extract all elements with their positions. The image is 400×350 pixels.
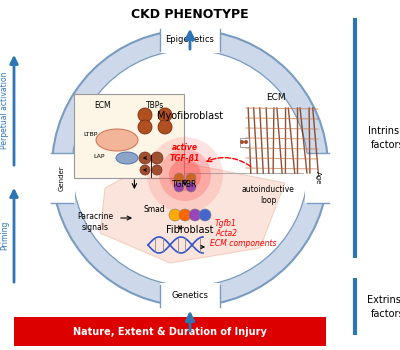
Circle shape (139, 152, 151, 164)
Circle shape (244, 140, 248, 144)
Circle shape (169, 159, 201, 191)
Text: Genetics: Genetics (172, 292, 208, 301)
Text: Smad: Smad (143, 205, 165, 215)
FancyBboxPatch shape (14, 317, 326, 346)
Ellipse shape (96, 129, 138, 151)
FancyBboxPatch shape (305, 153, 331, 203)
Circle shape (158, 108, 172, 122)
FancyBboxPatch shape (160, 283, 220, 309)
Text: ECM components: ECM components (210, 238, 276, 247)
Circle shape (158, 120, 172, 134)
Circle shape (159, 149, 211, 201)
Text: Tgfb1: Tgfb1 (215, 218, 237, 228)
Text: CKD PHENOTYPE: CKD PHENOTYPE (131, 8, 249, 21)
Circle shape (199, 209, 211, 221)
Text: LAP: LAP (93, 154, 104, 160)
Text: ECM: ECM (266, 93, 286, 103)
Circle shape (52, 30, 328, 306)
Text: Paracrine
signals: Paracrine signals (77, 212, 113, 232)
Text: active
TGF-β1: active TGF-β1 (170, 143, 200, 163)
Text: Myofibroblast: Myofibroblast (157, 111, 223, 121)
Text: autoinductive
loop: autoinductive loop (242, 185, 294, 205)
Text: LTBP: LTBP (83, 133, 97, 138)
Circle shape (140, 165, 150, 175)
Circle shape (152, 165, 162, 175)
Ellipse shape (116, 152, 138, 164)
Circle shape (169, 209, 181, 221)
Text: Age: Age (315, 171, 321, 185)
Text: Priming: Priming (0, 220, 10, 250)
FancyBboxPatch shape (74, 94, 184, 178)
Text: Nature, Extent & Duration of Injury: Nature, Extent & Duration of Injury (73, 327, 267, 337)
Circle shape (179, 209, 191, 221)
Text: TBPs: TBPs (146, 100, 164, 110)
Text: Epigenetics: Epigenetics (166, 35, 214, 44)
Text: ECM: ECM (95, 100, 111, 110)
Circle shape (151, 152, 163, 164)
Text: TGFBR: TGFBR (172, 180, 198, 189)
Circle shape (186, 182, 196, 192)
FancyBboxPatch shape (160, 27, 220, 53)
Circle shape (138, 108, 152, 122)
Text: Acta2: Acta2 (215, 229, 237, 238)
FancyBboxPatch shape (240, 138, 248, 147)
Text: Perpetual activation: Perpetual activation (0, 71, 10, 149)
Text: Intrinsic
factors: Intrinsic factors (368, 126, 400, 149)
Text: Fibroblast: Fibroblast (166, 225, 214, 235)
Circle shape (189, 209, 201, 221)
Polygon shape (100, 158, 285, 263)
Text: Gender: Gender (59, 165, 65, 191)
Circle shape (174, 173, 184, 183)
Circle shape (240, 140, 244, 144)
FancyBboxPatch shape (49, 153, 75, 203)
Circle shape (174, 182, 184, 192)
Circle shape (72, 50, 308, 286)
Circle shape (186, 173, 196, 183)
Circle shape (147, 137, 223, 213)
Circle shape (138, 120, 152, 134)
Text: Extrinsic
factors: Extrinsic factors (367, 295, 400, 318)
